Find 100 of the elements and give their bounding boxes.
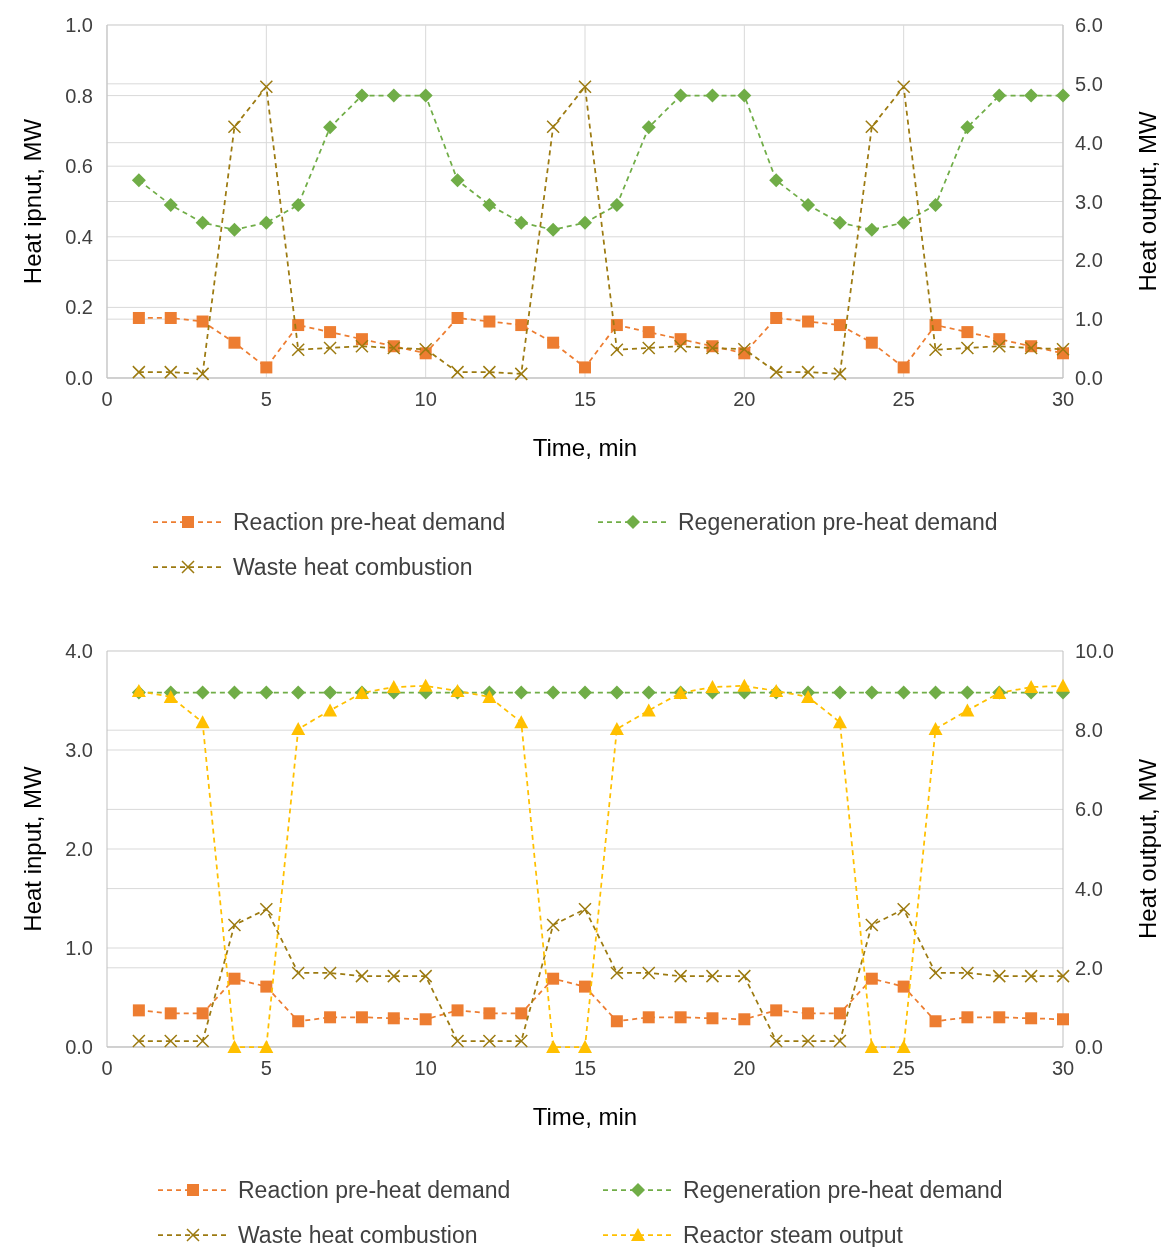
point bbox=[387, 969, 401, 983]
point bbox=[291, 198, 306, 213]
point bbox=[865, 120, 879, 134]
point bbox=[323, 966, 337, 980]
point bbox=[578, 685, 592, 700]
y-axis-title: Heat ipnut, MW bbox=[19, 118, 46, 285]
y-tick-label: 0.8 bbox=[65, 84, 93, 107]
point bbox=[610, 319, 623, 332]
point bbox=[514, 685, 529, 700]
point bbox=[1025, 1012, 1038, 1025]
x-axis-title: Time, min bbox=[532, 434, 638, 461]
point bbox=[737, 342, 752, 356]
point bbox=[579, 980, 591, 993]
point bbox=[579, 361, 591, 374]
point bbox=[387, 1012, 400, 1025]
y2-tick-label: 5.0 bbox=[1075, 72, 1103, 95]
point bbox=[418, 678, 433, 692]
point bbox=[578, 902, 592, 916]
point bbox=[641, 966, 656, 980]
point bbox=[227, 685, 242, 700]
point bbox=[706, 1012, 719, 1025]
point bbox=[292, 1015, 305, 1028]
point bbox=[992, 88, 1007, 103]
y-tick-label: 0.2 bbox=[65, 296, 93, 319]
point bbox=[386, 88, 401, 103]
point bbox=[195, 215, 210, 230]
point bbox=[865, 972, 878, 985]
point bbox=[547, 972, 560, 985]
point bbox=[131, 173, 146, 188]
y-tick-label: 4.0 bbox=[65, 640, 93, 662]
point bbox=[163, 198, 178, 213]
point bbox=[578, 80, 592, 94]
point bbox=[769, 1034, 783, 1048]
point bbox=[610, 1015, 623, 1028]
point bbox=[195, 715, 210, 729]
y-tick-label: 0.6 bbox=[65, 155, 93, 178]
point bbox=[928, 685, 943, 700]
point bbox=[259, 1040, 274, 1053]
point bbox=[896, 1040, 911, 1053]
point bbox=[259, 685, 274, 700]
point bbox=[1024, 88, 1039, 103]
point bbox=[323, 685, 338, 700]
point bbox=[259, 215, 274, 230]
point bbox=[801, 198, 816, 213]
point bbox=[227, 120, 242, 134]
point bbox=[801, 365, 815, 379]
point bbox=[418, 88, 433, 103]
y-tick-label: 3.0 bbox=[65, 739, 93, 761]
point bbox=[482, 689, 497, 703]
point bbox=[897, 980, 910, 993]
point bbox=[1024, 680, 1039, 694]
point bbox=[451, 311, 464, 324]
point bbox=[609, 685, 624, 700]
y-tick-label: 1.0 bbox=[65, 937, 93, 959]
point bbox=[928, 722, 943, 736]
point bbox=[928, 966, 943, 980]
x-tick-label: 5 bbox=[260, 1057, 272, 1079]
point bbox=[705, 680, 720, 694]
point bbox=[483, 1007, 496, 1020]
point bbox=[897, 361, 910, 374]
point bbox=[929, 319, 942, 332]
point bbox=[514, 367, 529, 381]
point bbox=[642, 1011, 655, 1024]
point bbox=[196, 1007, 209, 1020]
point bbox=[705, 969, 720, 983]
point bbox=[801, 1034, 815, 1048]
y-tick-label: 1.0 bbox=[65, 14, 93, 36]
point bbox=[1024, 969, 1038, 983]
point bbox=[992, 969, 1007, 983]
point bbox=[1056, 678, 1070, 692]
point bbox=[833, 319, 846, 332]
point bbox=[769, 173, 784, 188]
point bbox=[546, 120, 560, 134]
legend-label: Waste heat combustion bbox=[233, 554, 473, 580]
point bbox=[992, 339, 1007, 353]
point bbox=[641, 703, 656, 717]
point bbox=[993, 1011, 1006, 1024]
point bbox=[928, 343, 943, 357]
point bbox=[450, 1034, 465, 1048]
point bbox=[228, 336, 241, 349]
point bbox=[546, 222, 561, 237]
point bbox=[260, 361, 273, 374]
point bbox=[864, 685, 879, 700]
point bbox=[960, 341, 975, 355]
legend-label: Reaction pre-heat demand bbox=[238, 1177, 511, 1203]
legend-label: Regeneration pre-heat demand bbox=[678, 509, 998, 535]
point bbox=[802, 315, 815, 328]
point bbox=[163, 365, 178, 379]
point bbox=[195, 1034, 210, 1048]
y2-axis-title: Heat output, MW bbox=[1134, 758, 1161, 940]
point bbox=[674, 1011, 687, 1024]
point bbox=[610, 343, 624, 357]
point bbox=[483, 315, 496, 328]
point bbox=[864, 1040, 879, 1053]
point bbox=[578, 215, 592, 230]
x-tick-label: 20 bbox=[733, 1057, 756, 1079]
point bbox=[865, 336, 878, 349]
point bbox=[292, 319, 305, 332]
legend-label: Reactor steam output bbox=[683, 1222, 904, 1247]
point bbox=[673, 88, 688, 103]
